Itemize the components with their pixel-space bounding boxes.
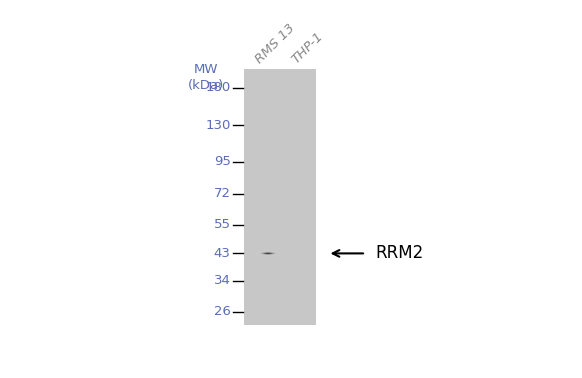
- Text: 55: 55: [214, 218, 230, 231]
- Text: 43: 43: [214, 247, 230, 260]
- Text: (kDa): (kDa): [187, 79, 224, 92]
- Text: RRM2: RRM2: [375, 245, 423, 262]
- Text: RMS 13: RMS 13: [253, 21, 297, 66]
- Text: 130: 130: [205, 119, 230, 132]
- Text: 34: 34: [214, 274, 230, 287]
- Text: 72: 72: [214, 187, 230, 200]
- Text: THP-1: THP-1: [289, 29, 325, 66]
- Text: 95: 95: [214, 155, 230, 168]
- Text: 26: 26: [214, 305, 230, 318]
- Text: MW: MW: [194, 63, 218, 76]
- Bar: [244, 69, 317, 325]
- Text: 180: 180: [205, 81, 230, 94]
